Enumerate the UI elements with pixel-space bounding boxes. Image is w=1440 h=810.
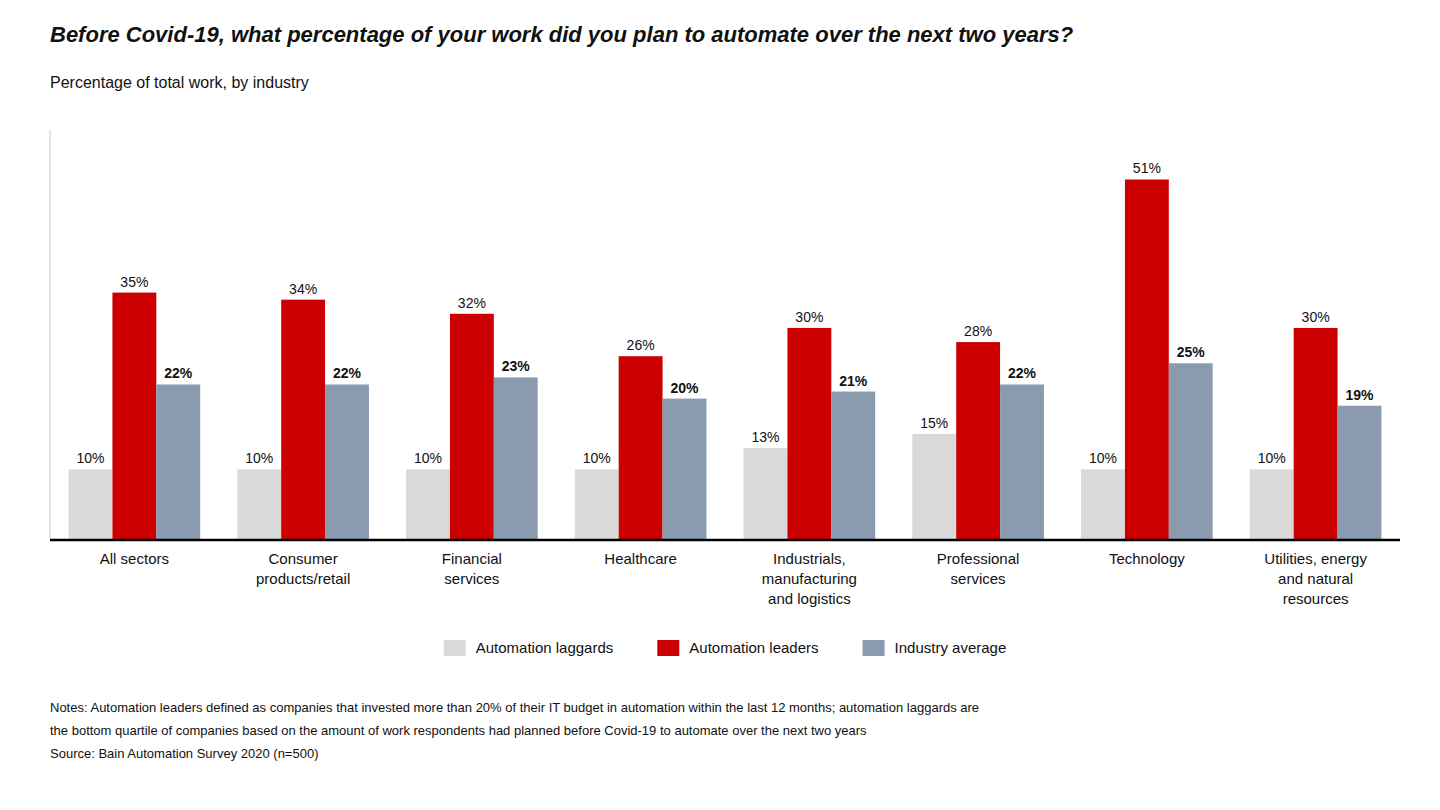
x-tick-label: Healthcare [604, 550, 677, 567]
bar [1338, 406, 1382, 540]
data-label: 34% [289, 281, 317, 297]
bar [406, 469, 450, 540]
bar [69, 469, 113, 540]
legend-label: Industry average [895, 639, 1007, 656]
x-tick-label: All sectors [100, 550, 169, 567]
x-tick-label-line: and logistics [768, 590, 851, 607]
bar [325, 384, 369, 540]
x-tick-label-line: manufacturing [762, 570, 857, 587]
x-tick-label: Professional services [937, 550, 1020, 587]
x-tick-label: Financial services [442, 550, 502, 587]
bar [494, 377, 538, 540]
data-label: 10% [76, 450, 104, 466]
data-label: 30% [1302, 309, 1330, 325]
x-tick-label: Technology [1109, 550, 1185, 567]
bar [1081, 469, 1125, 540]
x-tick-label-line: Technology [1109, 550, 1185, 567]
bar [1169, 363, 1213, 540]
bar [1294, 328, 1338, 540]
legend-label: Automation leaders [689, 639, 818, 656]
data-label: 10% [583, 450, 611, 466]
x-tick-label-line: services [951, 570, 1006, 587]
y-axis-line [50, 130, 51, 540]
data-label: 35% [120, 274, 148, 290]
data-label: 10% [1089, 450, 1117, 466]
data-label: 30% [795, 309, 823, 325]
data-label: 25% [1177, 344, 1206, 360]
note: Notes: Automation leaders defined as com… [50, 700, 979, 715]
bar [112, 293, 156, 540]
bars [69, 179, 1382, 540]
data-label: 10% [1258, 450, 1286, 466]
legend-item: Automation leaders [657, 639, 818, 656]
background [0, 0, 1440, 810]
bar [1000, 384, 1044, 540]
x-tick-label-line: Utilities, energy [1264, 550, 1367, 567]
bar [281, 300, 325, 540]
bar [450, 314, 494, 540]
data-label: 22% [333, 365, 362, 381]
data-label: 51% [1133, 160, 1161, 176]
bar [619, 356, 663, 540]
data-label: 32% [458, 295, 486, 311]
data-labels: 10% 10% 10% 10% 13% 15% 10% 10% 35% 34% 32% 26% 30% 2… [76, 160, 1374, 466]
bar [1250, 469, 1294, 540]
bar [831, 392, 875, 540]
legend-swatch [444, 640, 466, 656]
subtitle: Percentage of total work, by industry [50, 74, 309, 91]
chart: Before Covid-19, what percentage of your… [0, 0, 1440, 810]
bar [744, 448, 788, 540]
data-label: 23% [502, 358, 531, 374]
data-label: 10% [245, 450, 273, 466]
data-label: 21% [839, 373, 868, 389]
legend-swatch [657, 640, 679, 656]
x-tick-label: Industrials, manufacturing and logistics [762, 550, 857, 607]
bar [156, 384, 200, 540]
x-tick-label-line: All sectors [100, 550, 169, 567]
x-tick-label-line: Consumer [269, 550, 338, 567]
x-axis-line [50, 539, 1400, 542]
x-tick-label: Utilities, energy and natural resources [1264, 550, 1367, 607]
data-label: 26% [627, 337, 655, 353]
data-label: 20% [670, 380, 699, 396]
legend-item: Automation laggards [444, 639, 614, 656]
data-label: 10% [414, 450, 442, 466]
x-tick-label-line: products/retail [256, 570, 350, 587]
bar [1125, 179, 1169, 540]
title: Before Covid-19, what percentage of your… [50, 22, 1073, 47]
x-tick-label-line: services [444, 570, 499, 587]
data-label: 19% [1345, 387, 1374, 403]
x-tick-label-line: Healthcare [604, 550, 677, 567]
x-tick-label-line: Industrials, [773, 550, 846, 567]
bar [237, 469, 281, 540]
note: the bottom quartile of companies based o… [50, 723, 867, 738]
x-tick-label-line: Financial [442, 550, 502, 567]
x-tick-label: Consumer products/retail [256, 550, 350, 587]
data-label: 28% [964, 323, 992, 339]
legend: Automation laggards Automation leaders Ind… [444, 639, 1007, 656]
bar [956, 342, 1000, 540]
x-tick-label-line: resources [1283, 590, 1349, 607]
bar [575, 469, 619, 540]
note: Source: Bain Automation Survey 2020 (n=5… [50, 746, 318, 761]
x-tick-label-line: and natural [1278, 570, 1353, 587]
data-label: 13% [751, 429, 779, 445]
data-label: 22% [1008, 365, 1037, 381]
legend-label: Automation laggards [476, 639, 614, 656]
bar [787, 328, 831, 540]
legend-item: Industry average [863, 639, 1007, 656]
bar [912, 434, 956, 540]
x-tick-label-line: Professional [937, 550, 1020, 567]
data-label: 15% [920, 415, 948, 431]
legend-swatch [863, 640, 885, 656]
bar [663, 399, 707, 540]
data-label: 22% [164, 365, 193, 381]
